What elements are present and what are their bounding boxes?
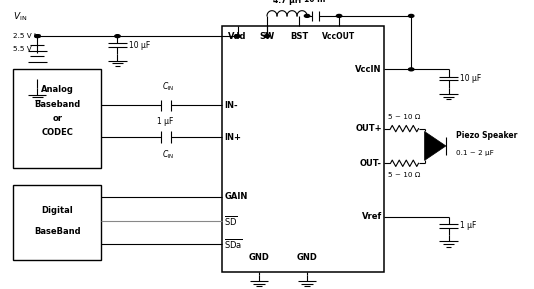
Text: CODEC: CODEC (42, 128, 73, 138)
Text: $C_{\rm IN}$: $C_{\rm IN}$ (162, 149, 175, 161)
Text: Vdd: Vdd (229, 32, 247, 41)
Text: 5 ~ 10 Ω: 5 ~ 10 Ω (388, 114, 421, 120)
Circle shape (115, 35, 120, 38)
Text: 10 nF: 10 nF (304, 0, 327, 4)
Polygon shape (425, 131, 446, 160)
Bar (222, 26, 384, 272)
Text: Analog: Analog (41, 85, 74, 94)
Text: 1 μF: 1 μF (158, 117, 174, 126)
Text: 10 μF: 10 μF (460, 74, 482, 83)
Text: BaseBand: BaseBand (34, 227, 81, 236)
Text: Baseband: Baseband (34, 99, 81, 109)
Bar (13, 185, 101, 260)
Text: or: or (52, 114, 62, 123)
Text: 1 μF: 1 μF (460, 221, 477, 230)
Text: IN-: IN- (224, 101, 238, 110)
Text: 0.1 ~ 2 μF: 0.1 ~ 2 μF (456, 150, 493, 156)
Text: VccOUT: VccOUT (323, 32, 356, 41)
Text: BST: BST (290, 32, 308, 41)
Circle shape (409, 68, 414, 71)
Circle shape (235, 35, 240, 38)
Text: 4.7 μH: 4.7 μH (273, 0, 301, 5)
Text: 5 ~ 10 Ω: 5 ~ 10 Ω (388, 172, 421, 178)
Text: VccIN: VccIN (355, 65, 382, 74)
Circle shape (35, 35, 40, 38)
Text: IN+: IN+ (224, 133, 241, 142)
Text: OUT+: OUT+ (355, 124, 382, 133)
Text: Piezo Speaker: Piezo Speaker (456, 131, 517, 140)
Bar (13, 69, 101, 168)
Text: $\overline{\rm SDa}$: $\overline{\rm SDa}$ (224, 237, 243, 251)
Text: $C_{\rm IN}$: $C_{\rm IN}$ (162, 81, 175, 93)
Text: GND: GND (296, 253, 318, 262)
Text: SW: SW (260, 32, 274, 41)
Circle shape (336, 14, 342, 17)
Circle shape (264, 35, 270, 38)
Text: Vref: Vref (362, 212, 382, 221)
Text: $V_{\rm IN}$: $V_{\rm IN}$ (13, 10, 27, 23)
Text: $\overline{\rm SD}$: $\overline{\rm SD}$ (224, 214, 238, 228)
Text: 10 μF: 10 μF (129, 40, 151, 50)
Circle shape (409, 14, 414, 17)
Text: GND: GND (248, 253, 270, 262)
Text: GAIN: GAIN (224, 192, 248, 201)
Text: 2.5 V to: 2.5 V to (13, 33, 42, 39)
Circle shape (304, 14, 310, 17)
Text: Digital: Digital (42, 206, 73, 216)
Text: 5.5 V: 5.5 V (13, 46, 32, 52)
Text: OUT-: OUT- (360, 159, 382, 168)
